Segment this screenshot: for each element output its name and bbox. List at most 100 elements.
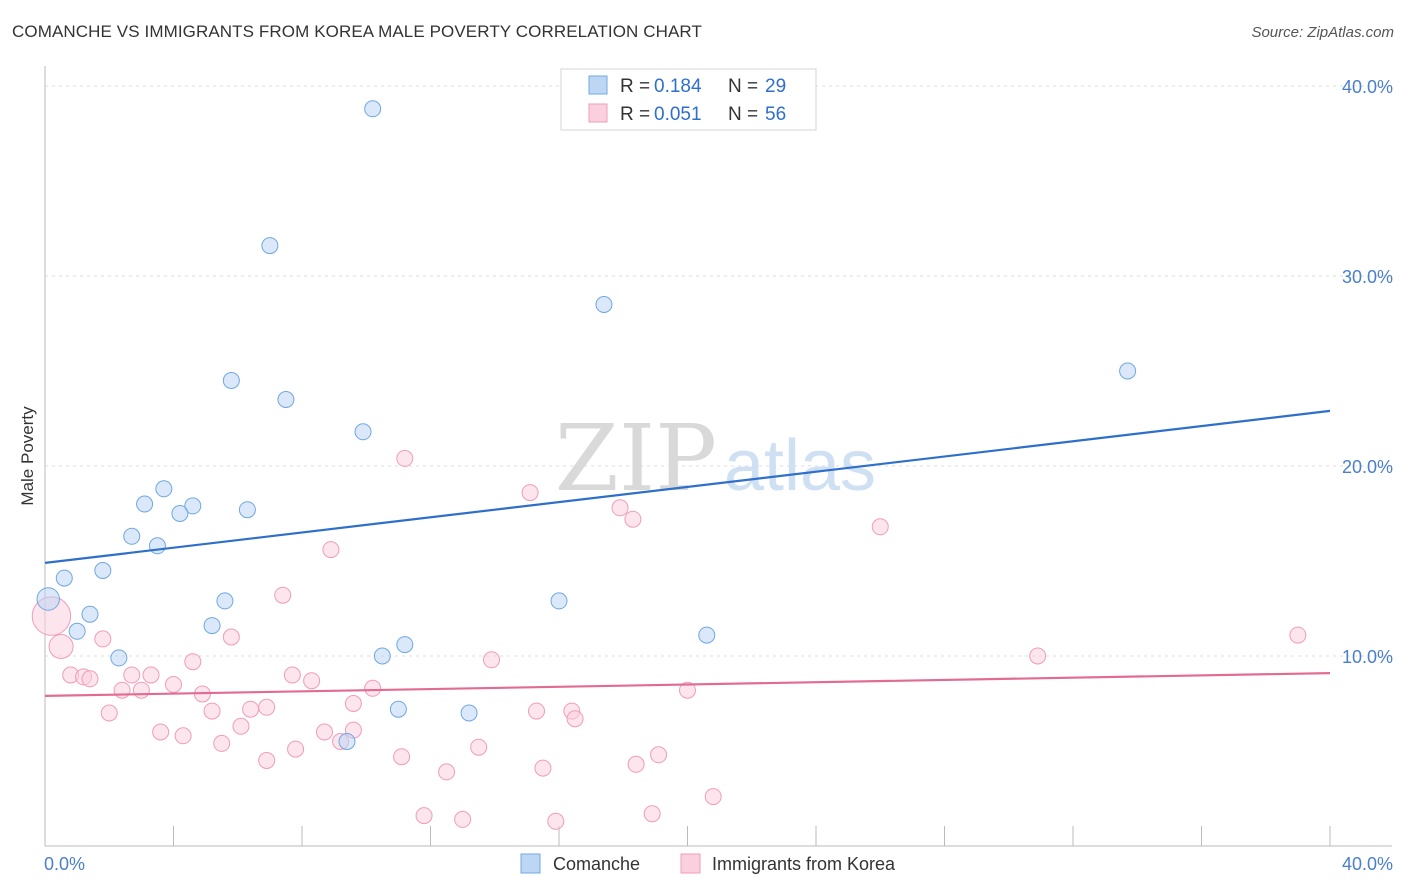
chart-title: COMANCHE VS IMMIGRANTS FROM KOREA MALE P… <box>12 22 702 41</box>
point-korea <box>165 676 182 693</box>
point-korea <box>100 704 118 722</box>
point-comanche <box>123 527 141 545</box>
point-korea <box>704 788 722 806</box>
grid-lines <box>45 85 1392 657</box>
point-korea <box>132 681 150 699</box>
point-comanche <box>36 587 60 611</box>
point-korea <box>438 763 456 781</box>
watermark-zip: ZIP <box>555 405 717 512</box>
trend-line-korea <box>44 672 1331 697</box>
point-korea <box>142 666 160 684</box>
point-comanche <box>698 626 716 644</box>
legend-label-korea: Immigrants from Korea <box>712 854 896 874</box>
y-tick-label: 10.0% <box>1342 647 1393 667</box>
x-tick-label: 0.0% <box>44 854 85 874</box>
point-comanche <box>136 495 154 513</box>
point-comanche <box>277 391 295 408</box>
point-korea <box>123 666 141 684</box>
y-tick-label: 30.0% <box>1342 267 1393 287</box>
stats-n-value-korea: 56 <box>765 104 786 125</box>
point-korea <box>611 499 629 517</box>
point-korea <box>396 449 414 467</box>
point-comanche <box>184 497 202 515</box>
stats-n-value-comanche: 29 <box>765 76 786 97</box>
point-korea <box>303 672 321 690</box>
y-tick-label: 40.0% <box>1342 77 1393 97</box>
source-label: Source: ZipAtlas.com <box>1251 24 1394 41</box>
point-comanche <box>1119 362 1137 380</box>
point-korea <box>871 518 889 536</box>
trend-lines <box>44 409 1331 697</box>
point-korea <box>1289 626 1307 644</box>
x-tick-labels: 0.0% 40.0% <box>44 854 1393 874</box>
series-korea-points <box>31 449 1307 830</box>
point-comanche <box>396 636 414 654</box>
point-korea <box>624 510 642 528</box>
point-comanche <box>550 592 568 610</box>
point-korea <box>315 723 333 741</box>
series-comanche-points <box>36 100 1137 750</box>
point-comanche <box>261 237 279 255</box>
point-comanche <box>155 480 173 498</box>
point-comanche <box>216 592 234 610</box>
point-korea <box>650 746 668 764</box>
stats-n-label-korea: N = <box>728 104 758 125</box>
legend-label-comanche: Comanche <box>553 854 640 874</box>
point-comanche <box>81 605 99 623</box>
series-legend: Comanche Immigrants from Korea <box>520 853 896 874</box>
point-korea <box>454 810 472 828</box>
point-comanche <box>171 505 189 522</box>
y-axis-label: Male Poverty <box>18 406 37 506</box>
watermark-atlas: atlas <box>724 426 876 506</box>
watermark: ZIP atlas <box>555 405 876 512</box>
point-korea <box>48 634 74 659</box>
point-korea <box>274 586 292 604</box>
point-korea <box>470 738 488 756</box>
point-korea <box>483 651 501 669</box>
axes <box>44 66 1392 847</box>
point-korea <box>203 702 221 720</box>
stats-r-value-comanche: 0.184 <box>654 76 702 97</box>
point-comanche <box>94 562 112 579</box>
point-korea <box>566 710 584 728</box>
point-comanche <box>389 700 407 718</box>
stats-swatch-comanche <box>588 75 608 95</box>
point-comanche <box>364 100 382 118</box>
point-comanche <box>354 423 372 441</box>
y-tick-label: 20.0% <box>1342 457 1393 477</box>
point-korea <box>344 695 362 712</box>
point-korea <box>258 698 276 716</box>
point-comanche <box>373 647 391 665</box>
stats-r-label-comanche: R = <box>620 76 650 97</box>
point-korea <box>627 755 645 773</box>
point-korea <box>152 723 170 741</box>
point-korea <box>242 700 260 718</box>
y-tick-labels: 10.0% 20.0% 30.0% 40.0% <box>1342 77 1393 667</box>
point-korea <box>415 807 433 825</box>
point-korea <box>547 812 565 830</box>
point-comanche <box>338 733 356 750</box>
legend-swatch-comanche <box>520 853 541 874</box>
point-comanche <box>595 296 613 313</box>
stats-r-label-korea: R = <box>620 104 650 125</box>
stats-r-value-korea: 0.051 <box>654 104 702 125</box>
point-korea <box>174 727 192 745</box>
point-comanche <box>148 537 166 555</box>
point-comanche <box>55 569 73 587</box>
stats-legend: R = 0.184 N = 29 R = 0.051 N = 56 <box>560 68 817 131</box>
legend-swatch-korea <box>680 853 701 874</box>
point-korea <box>521 484 539 502</box>
point-korea <box>113 681 131 699</box>
stats-n-label-comanche: N = <box>728 76 758 97</box>
stats-swatch-korea <box>588 103 608 123</box>
point-korea <box>393 748 411 766</box>
point-korea <box>679 681 696 699</box>
point-comanche <box>110 649 128 667</box>
x-tick-label: 40.0% <box>1342 854 1393 874</box>
point-korea <box>94 630 112 648</box>
point-comanche <box>68 622 86 640</box>
point-korea <box>1029 647 1047 665</box>
point-comanche <box>203 617 221 635</box>
point-korea <box>322 541 340 559</box>
